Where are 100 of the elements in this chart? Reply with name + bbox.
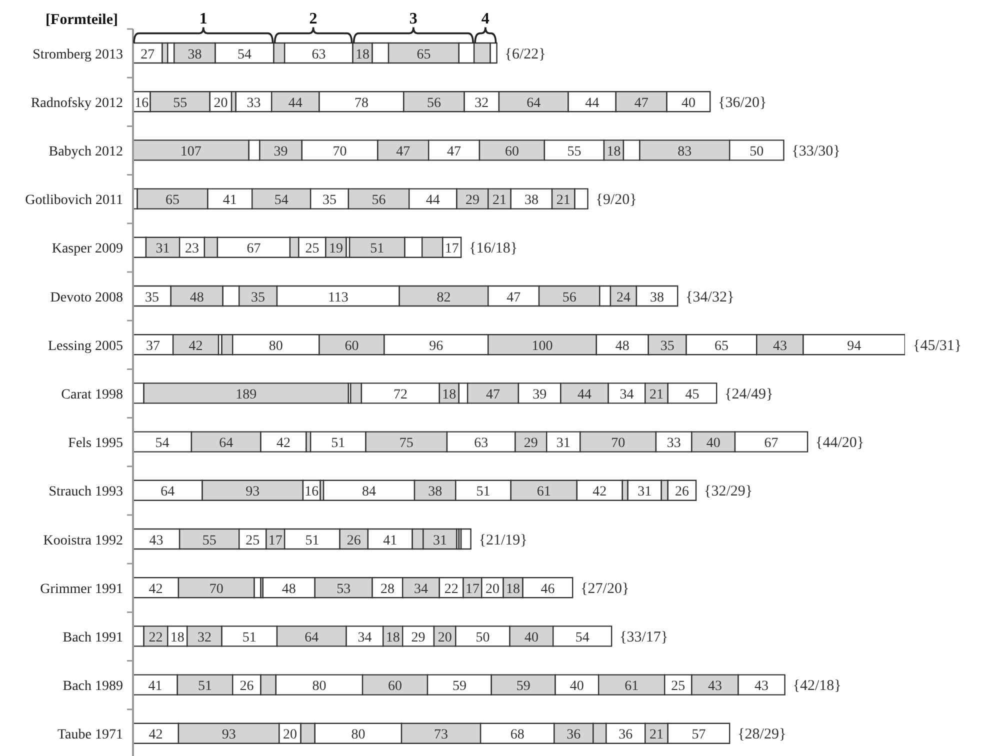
data-label: 68 [510, 728, 524, 743]
y-tick-label: Strauch 1993 [48, 484, 123, 500]
data-label: 41 [222, 193, 237, 208]
data-label: 70 [611, 436, 626, 452]
data-label: 47 [634, 96, 648, 111]
data-label: 48 [615, 338, 630, 354]
data-label: 25 [671, 679, 686, 694]
data-label: 61 [624, 679, 639, 694]
data-label: 67 [246, 242, 261, 257]
data-label: 23 [185, 242, 200, 257]
y-axis-title: [Formteile] [46, 12, 118, 28]
data-label: 63 [312, 47, 326, 62]
annotation: {27/20} [580, 580, 630, 597]
data-label: 84 [362, 484, 376, 500]
data-label: 70 [332, 144, 347, 160]
data-label: 57 [692, 728, 706, 743]
data-label: 80 [268, 338, 283, 354]
data-label: 44 [585, 96, 600, 111]
data-label: 83 [678, 144, 692, 160]
data-label: 64 [526, 96, 541, 111]
data-label: 31 [156, 242, 170, 257]
data-label: 51 [198, 679, 212, 694]
annotation: {16/18} [469, 240, 518, 257]
text: {45/31} [913, 338, 962, 354]
data-label: 28 [380, 582, 394, 597]
data-label: 65 [714, 338, 728, 354]
data-label: 43 [708, 679, 722, 694]
data-label: 43 [149, 533, 164, 548]
annotation: {21/19} [478, 532, 528, 548]
y-tick-label: Devoto 2008 [50, 290, 123, 306]
data-label: 64 [160, 484, 175, 500]
y-tick-label: Taube 1971 [57, 728, 123, 743]
y-tick-label: Stromberg 2013 [32, 47, 123, 62]
data-label: 44 [288, 96, 302, 111]
annotation: {6/22} [504, 46, 546, 62]
data-label: 38 [650, 290, 664, 306]
y-tick-label: Radnofsky 2012 [30, 96, 123, 111]
data-label: 21 [650, 388, 664, 402]
data-label: 43 [754, 679, 769, 694]
data-label: 17 [465, 582, 480, 597]
data-label: 31 [432, 533, 447, 548]
annotation: {28/29} [738, 726, 786, 743]
data-label: 60 [504, 144, 519, 160]
data-label: 59 [452, 679, 466, 694]
data-label: 65 [166, 193, 180, 208]
data-label: 61 [536, 484, 551, 500]
data-label: 32 [474, 96, 489, 111]
data-label: 55 [567, 144, 582, 160]
data-label: 44 [426, 193, 440, 208]
data-label: 20 [485, 582, 500, 597]
data-label: 42 [148, 582, 163, 597]
data-label: 78 [354, 96, 368, 111]
data-label: 35 [322, 193, 337, 208]
data-label: 29 [411, 630, 426, 646]
data-label: 47 [396, 144, 410, 160]
data-label: 94 [847, 338, 862, 354]
data-label: 54 [155, 436, 170, 452]
y-tick-label: Carat 1998 [61, 388, 123, 402]
data-label: 18 [442, 388, 456, 402]
data-label: 60 [388, 679, 402, 694]
data-label: 33 [666, 436, 681, 452]
y-tick-label: Fels 1995 [68, 436, 123, 452]
data-label: 21 [650, 728, 664, 743]
data-label: 26 [346, 533, 361, 548]
data-label: 44 [578, 388, 592, 402]
data-label: 18 [506, 582, 520, 597]
data-label: 32 [197, 630, 212, 646]
data-label: 38 [428, 484, 442, 500]
annotation: {36/20} [718, 94, 767, 111]
data-label: 40 [681, 96, 696, 111]
data-label: 39 [532, 388, 547, 402]
data-label: 42 [188, 338, 203, 354]
data-label: 24 [616, 290, 630, 306]
data-label: 50 [750, 144, 764, 160]
data-label: 37 [146, 338, 160, 354]
data-label: 107 [180, 144, 202, 160]
data-label: 41 [148, 679, 162, 694]
data-label: 59 [516, 679, 530, 694]
text: 1 [199, 10, 208, 28]
data-label: 54 [575, 630, 590, 646]
data-label: 42 [276, 436, 290, 452]
data-label: 47 [447, 144, 462, 160]
data-label: 35 [144, 290, 159, 306]
data-label: 34 [620, 388, 634, 402]
data-label: 56 [427, 96, 442, 111]
y-tick-label: Grimmer 1991 [40, 582, 123, 597]
y-tick-label: Bach 1991 [62, 630, 123, 646]
data-label: 65 [416, 47, 431, 62]
data-label: 25 [246, 533, 260, 548]
data-label: 25 [305, 242, 320, 257]
data-label: 35 [660, 338, 674, 354]
data-label: 38 [188, 47, 202, 62]
data-label: 38 [524, 193, 538, 208]
data-label: 40 [570, 679, 584, 694]
data-label: 18 [606, 144, 621, 160]
data-label: 47 [506, 290, 521, 306]
data-label: 64 [219, 436, 234, 452]
data-label: 33 [246, 96, 261, 111]
data-label: 39 [274, 144, 288, 160]
data-label: 51 [242, 630, 256, 646]
